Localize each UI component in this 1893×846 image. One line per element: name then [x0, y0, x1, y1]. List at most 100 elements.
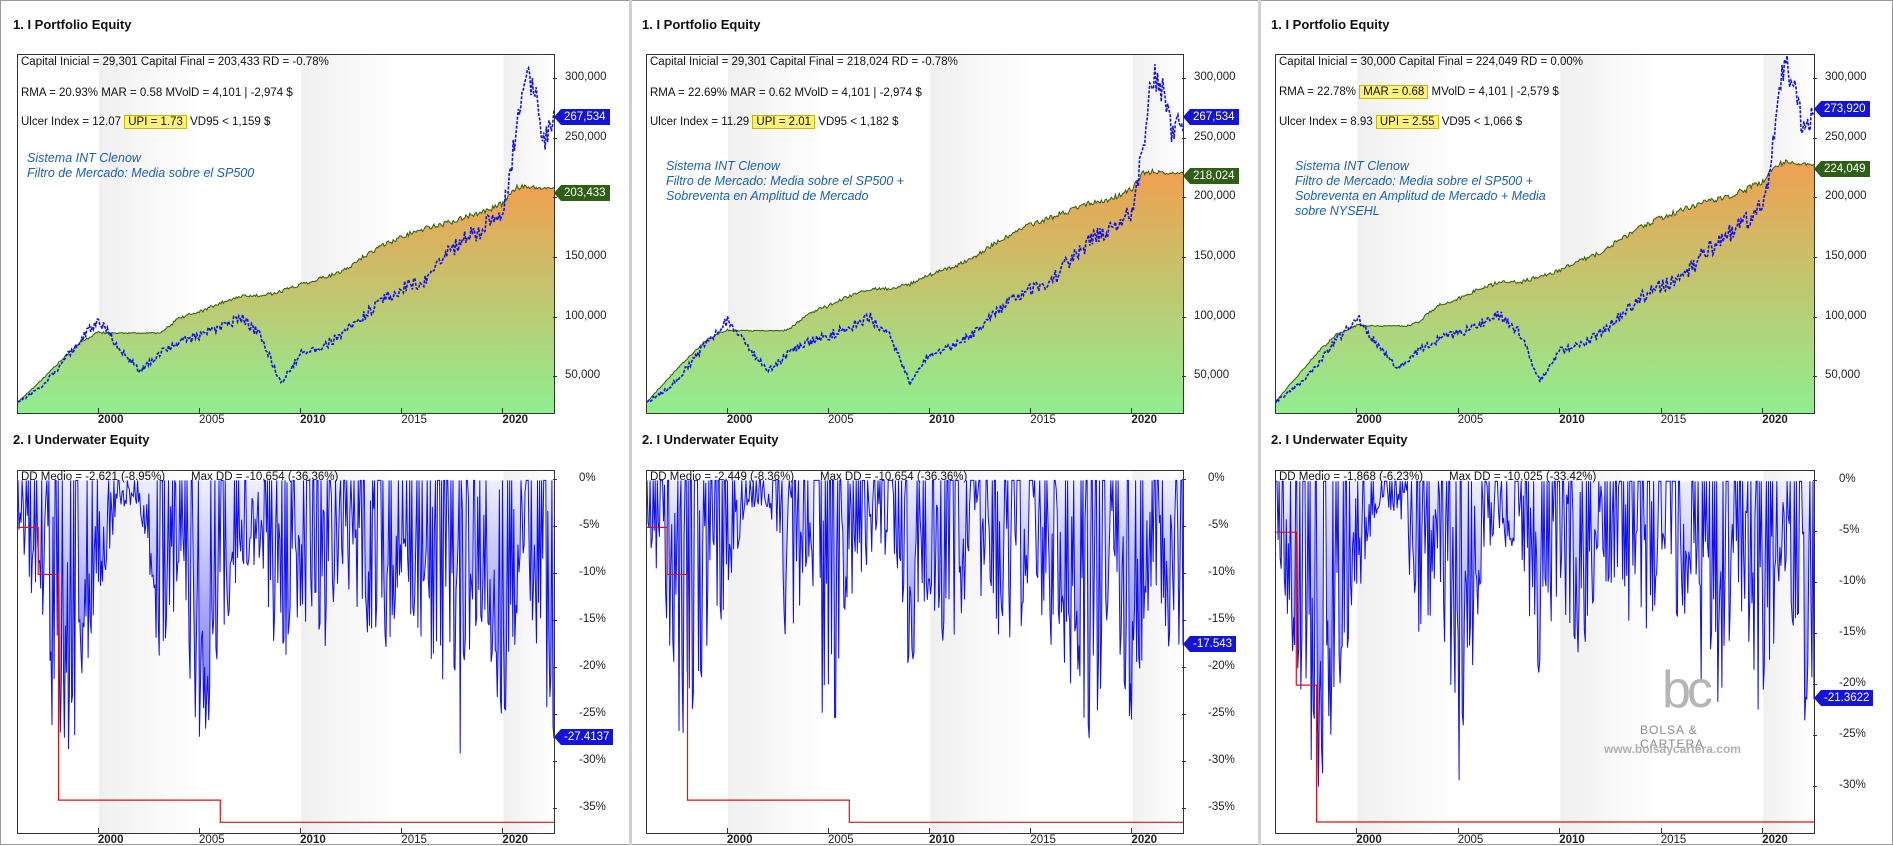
y-tick: [1182, 761, 1186, 763]
benchmark-last-value: 267,534: [554, 108, 610, 125]
y-tick-label: 100,000: [565, 309, 607, 322]
equity-plot: [646, 54, 1184, 414]
stat-line-3: Ulcer Index = 11.29 UPI = 2.01 VD95 < 1,…: [650, 115, 899, 129]
x-tick: [300, 828, 302, 834]
x-tick-label: 2015: [401, 834, 427, 846]
y-tick: [1813, 786, 1817, 788]
stat-line-2: RMA = 22.69% MAR = 0.62 MVolD = 4,101 | …: [650, 87, 922, 99]
x-tick: [1131, 828, 1133, 834]
drawdown-line: [647, 479, 1183, 739]
y-tick-label: -20%: [579, 660, 606, 673]
y-tick-label: 100,000: [1194, 309, 1236, 322]
x-tick-label: 2020: [502, 414, 529, 426]
y-tick-label: 250,000: [565, 130, 607, 143]
y-tick-label: -25%: [579, 707, 606, 720]
equity-svg: [18, 55, 554, 413]
y-tick-label: -10%: [1208, 566, 1235, 579]
x-tick: [97, 408, 99, 414]
y-tick-label: 300,000: [565, 70, 607, 83]
y-tick: [1182, 667, 1186, 669]
y-tick: [1813, 77, 1817, 79]
drawdown-last-value: -17.543: [1182, 636, 1237, 653]
pane-title-equity: 1. I Portfolio Equity: [642, 17, 761, 32]
y-tick-label: -35%: [579, 801, 606, 814]
x-tick-label: 2000: [97, 414, 124, 426]
y-tick-label: -30%: [1839, 779, 1866, 792]
y-tick: [1813, 531, 1817, 533]
pane-title-underwater: 2. I Underwater Equity: [642, 432, 779, 447]
x-tick-label: 2010: [929, 834, 955, 846]
y-tick: [1182, 479, 1186, 481]
vd95-text: VD95 < 1,159 $: [190, 116, 271, 128]
x-tick: [502, 828, 504, 834]
watermark-logo: bc: [1662, 661, 1713, 719]
upi-highlight: UPI = 2.01: [752, 115, 816, 129]
stat-line-1: Capital Inicial = 29,301 Capital Final =…: [21, 56, 329, 68]
system-annotation: Sistema INT Clenow Filtro de Mercado: Me…: [27, 151, 255, 180]
y-tick: [1813, 316, 1817, 318]
x-tick: [1356, 408, 1358, 414]
y-tick-label: -5%: [1208, 519, 1229, 532]
y-tick: [1182, 197, 1186, 199]
y-tick: [553, 137, 557, 139]
x-tick-label: 2015: [1660, 414, 1687, 426]
x-tick: [1660, 408, 1662, 414]
x-tick: [828, 408, 830, 414]
y-tick-label: 0%: [1208, 472, 1225, 485]
x-tick-label: 2020: [1762, 834, 1788, 846]
vd95-text: VD95 < 1,066 $: [1441, 116, 1522, 128]
stat-line-2: RMA = 20.93% MAR = 0.58 MVolD = 4,101 | …: [21, 87, 293, 99]
y-tick: [553, 808, 557, 810]
y-tick: [1182, 376, 1186, 378]
upi-highlight: UPI = 2.55: [1375, 115, 1439, 129]
equity-area: [1276, 159, 1814, 413]
dd-medio: DD Medio = -2,449 (-8.36%): [650, 471, 795, 483]
benchmark-line: [647, 64, 1183, 403]
y-tick: [1813, 684, 1817, 686]
y-tick-label: 150,000: [1825, 249, 1867, 262]
x-tick: [199, 828, 201, 834]
underwater-svg: [647, 471, 1183, 833]
y-tick: [1813, 735, 1817, 737]
x-tick: [1356, 828, 1358, 834]
max-dd: Max DD = -10,025 (-33.42%): [1449, 471, 1597, 483]
x-tick-label: 2010: [300, 414, 326, 426]
column-separator: [1258, 0, 1261, 845]
rma-text: RMA = 22.78%: [1279, 86, 1357, 98]
equity-last-value: 224,049: [1814, 160, 1870, 177]
system-annotation: Sistema INT Clenow Filtro de Mercado: Me…: [1295, 159, 1546, 218]
benchmark-last-value: 267,534: [1183, 108, 1239, 125]
stat-line-1: Capital Inicial = 29,301 Capital Final =…: [650, 56, 958, 68]
equity-plot: [1275, 54, 1815, 414]
equity-area: [647, 169, 1183, 413]
benchmark-line: [18, 65, 554, 403]
x-tick-label: 2020: [1131, 414, 1158, 426]
pane-title-equity: 1. I Portfolio Equity: [13, 17, 132, 32]
x-tick: [502, 408, 504, 414]
benchmark-last-value: 273,920: [1814, 100, 1870, 117]
x-tick-label: 2010: [929, 414, 955, 426]
x-tick: [828, 828, 830, 834]
y-tick-label: -20%: [1208, 660, 1235, 673]
dd-medio: DD Medio = -2,621 (-8.95%): [21, 471, 166, 483]
max-dd: Max DD = -10,654 (-36.36%): [820, 471, 968, 483]
drawdown-line: [1276, 480, 1814, 787]
x-tick: [929, 408, 931, 414]
y-tick: [553, 573, 557, 575]
pane-title-equity: 1. I Portfolio Equity: [1271, 17, 1390, 32]
x-tick-label: 2005: [199, 414, 225, 426]
ulcer-text: Ulcer Index = 12.07: [21, 116, 122, 128]
equity-line: [18, 183, 554, 403]
y-tick-label: 50,000: [1194, 369, 1230, 382]
y-tick: [1813, 137, 1817, 139]
y-tick: [553, 316, 557, 318]
stat-line-2: RMA = 22.78% MAR = 0.68 MVolD = 4,101 | …: [1279, 85, 1559, 99]
watermark-name: BOLSA & CARTERA: [1640, 723, 1705, 751]
column-separator: [629, 0, 632, 845]
mar-highlight: MAR = 0.68: [1359, 85, 1429, 99]
x-tick: [1762, 408, 1764, 414]
y-tick: [553, 667, 557, 669]
equity-area: [18, 184, 554, 413]
y-tick-label: -25%: [1839, 728, 1866, 741]
drawdown-last-value: -21.3622: [1813, 690, 1874, 707]
